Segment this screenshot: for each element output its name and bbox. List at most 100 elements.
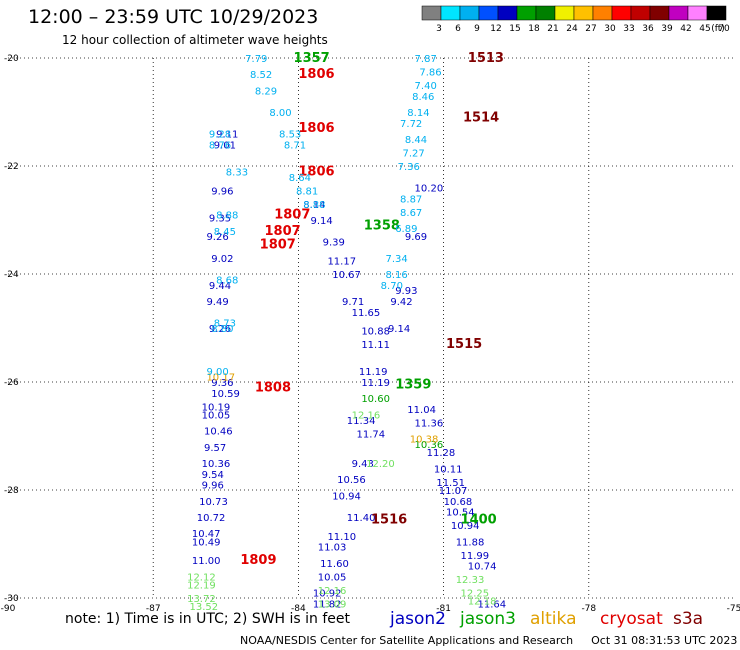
data-point-label: 1357 bbox=[294, 51, 330, 66]
scale-label: 6 bbox=[455, 24, 461, 34]
data-point-label: 12.33 bbox=[456, 575, 485, 586]
data-point-label: 7.79 bbox=[245, 54, 267, 65]
data-point-label: 10.92 bbox=[313, 589, 342, 600]
data-point-label: 8.88 bbox=[303, 200, 325, 211]
data-point-label: 11.19 bbox=[359, 367, 388, 378]
data-point-label: 8.81 bbox=[296, 186, 318, 197]
x-tick-label: -87 bbox=[146, 604, 161, 614]
data-point-label: 9.11 bbox=[216, 130, 238, 141]
data-point-label: 11.74 bbox=[356, 429, 385, 440]
data-point-label: 13.09 bbox=[318, 599, 347, 610]
x-tick-label: -81 bbox=[436, 604, 451, 614]
data-point-label: 8.53 bbox=[279, 130, 301, 141]
data-point-label: 9.28 bbox=[209, 130, 231, 141]
y-tick-label: -28 bbox=[4, 486, 19, 496]
data-point-label: 10.46 bbox=[204, 427, 233, 438]
scale-label: 18 bbox=[528, 24, 540, 34]
data-point-label: 9.49 bbox=[206, 297, 228, 308]
y-tick-label: -20 bbox=[4, 54, 19, 64]
data-point-label: 9.00 bbox=[206, 367, 228, 378]
data-point-label: 8.00 bbox=[269, 108, 291, 119]
scale-label: 36 bbox=[642, 24, 654, 34]
data-point-label: 1514 bbox=[463, 110, 499, 125]
data-point-label: 8.52 bbox=[250, 70, 272, 81]
data-point-label: 11.07 bbox=[439, 486, 468, 497]
data-point-label: 9.26 bbox=[209, 324, 231, 335]
data-point-label: 9.01 bbox=[214, 140, 236, 151]
data-point-label: 9.54 bbox=[202, 470, 224, 481]
data-point-label: 1515 bbox=[446, 337, 482, 352]
data-point-label: 11.64 bbox=[477, 599, 506, 610]
legend-altika: altika bbox=[530, 609, 577, 629]
x-tick-label: -90 bbox=[1, 604, 16, 614]
data-point-label: 8.67 bbox=[400, 208, 422, 219]
data-point-label: 1807 bbox=[260, 237, 296, 252]
data-point-label: 12.18 bbox=[468, 597, 497, 608]
data-point-label: 11.36 bbox=[415, 419, 444, 430]
data-point-label: 9.44 bbox=[209, 281, 231, 292]
scale-label: 45 bbox=[699, 24, 710, 34]
data-point-label: 10.05 bbox=[318, 572, 347, 583]
data-point-label: 10.19 bbox=[202, 402, 231, 413]
data-point-label: 9.57 bbox=[204, 443, 226, 454]
color-scale: 3 6 9 12 15 18 21 24 27 30 33 36 39 42 45 70(ft) bbox=[421, 5, 730, 34]
scale-label: 42 bbox=[680, 24, 691, 34]
scale-label: 9 bbox=[474, 24, 480, 34]
data-point-label: 9.35 bbox=[209, 213, 231, 224]
data-point-label: 7.40 bbox=[415, 81, 437, 92]
data-point-label: 8.46 bbox=[412, 92, 434, 103]
data-point-label: 11.10 bbox=[327, 532, 356, 543]
data-point-label: 10.05 bbox=[202, 410, 231, 421]
data-point-label: 1809 bbox=[240, 553, 276, 568]
data-point-label: 9.43 bbox=[352, 459, 374, 470]
data-point-label: 11.40 bbox=[347, 513, 376, 524]
data-point-label: 10.49 bbox=[192, 537, 221, 548]
data-point-label: 12.20 bbox=[366, 459, 395, 470]
data-point-label: 12.12 bbox=[187, 572, 216, 583]
data-point-label: 7.34 bbox=[386, 254, 408, 265]
scale-label: 15 bbox=[509, 24, 520, 34]
data-point-label: 1359 bbox=[395, 378, 431, 393]
data-point-label: 10.54 bbox=[446, 508, 475, 519]
footer-credit: NOAA/NESDIS Center for Satellite Applica… bbox=[240, 634, 574, 647]
data-point-label: 8.68 bbox=[216, 275, 238, 286]
data-point-label: 8.64 bbox=[289, 173, 311, 184]
data-point-label: 1807 bbox=[265, 224, 301, 239]
data-point-label: 11.65 bbox=[352, 308, 381, 319]
data-point-label: 10.47 bbox=[192, 529, 221, 540]
data-point-label: 10.68 bbox=[444, 497, 473, 508]
scale-label: 39 bbox=[661, 24, 673, 34]
data-point-label: 10.36 bbox=[202, 459, 231, 470]
data-point-label: 7.87 bbox=[415, 54, 437, 65]
data-point-label: 1516 bbox=[371, 513, 407, 528]
page-title: 12:00 – 23:59 UTC 10/29/2023 bbox=[28, 6, 319, 28]
scale-unit: (ft) bbox=[711, 24, 725, 34]
data-point-label: 10.94 bbox=[332, 491, 361, 502]
data-point-label: 11.99 bbox=[461, 551, 490, 562]
scale-label: 70 bbox=[718, 24, 730, 34]
y-tick-label: -26 bbox=[4, 378, 19, 388]
data-point-label: 8.76 bbox=[209, 140, 231, 151]
data-point-label: 11.60 bbox=[320, 559, 349, 570]
data-point-label: 7.27 bbox=[402, 149, 424, 160]
x-tick-label: -75 bbox=[727, 604, 740, 614]
data-point-label: 11.17 bbox=[327, 257, 356, 268]
data-point-label: 12.19 bbox=[187, 581, 216, 592]
data-point-label: 8.73 bbox=[214, 319, 236, 330]
page-subtitle: 12 hour collection of altimeter wave hei… bbox=[62, 33, 328, 47]
y-tick-label: -30 bbox=[4, 594, 19, 604]
data-point-label: 10.88 bbox=[361, 327, 390, 338]
data-point-label: 12.16 bbox=[318, 586, 347, 597]
data-point-label: 9.93 bbox=[395, 286, 417, 297]
x-tick-label: -78 bbox=[581, 604, 596, 614]
data-point-label: 9.02 bbox=[211, 254, 233, 265]
data-point-label: 13.52 bbox=[190, 602, 219, 613]
data-point-label: 11.04 bbox=[407, 405, 436, 416]
data-point-label: 7.72 bbox=[400, 119, 422, 130]
data-point-label: 11.51 bbox=[436, 478, 465, 489]
data-point-label: 10.60 bbox=[361, 394, 390, 405]
data-point-label: 9.36 bbox=[211, 378, 233, 389]
data-point-label: 10.56 bbox=[337, 475, 366, 486]
data-point-label: 11.03 bbox=[318, 543, 347, 554]
